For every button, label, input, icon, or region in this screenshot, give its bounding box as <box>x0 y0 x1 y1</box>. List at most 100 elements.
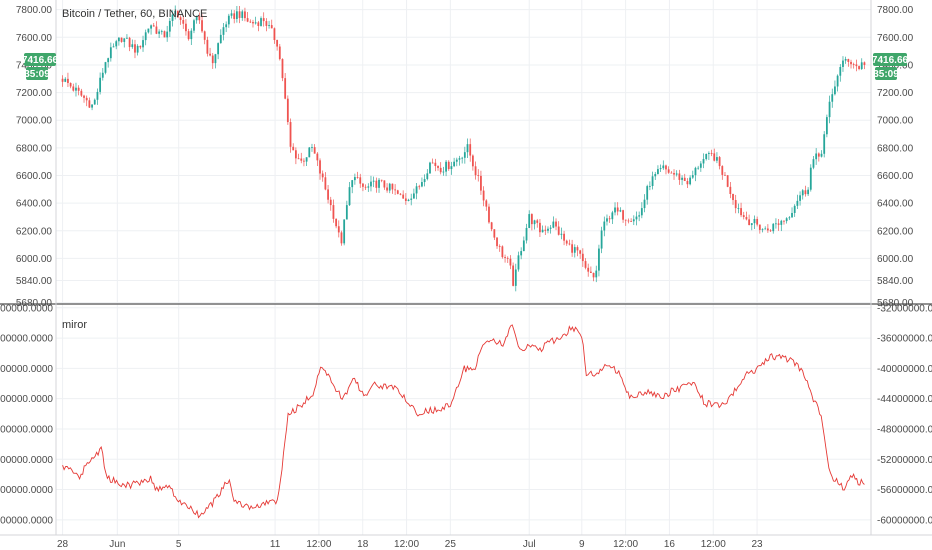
candle-body <box>447 161 450 170</box>
price-tick-label-right: 7000.00 <box>877 116 914 127</box>
candle-body <box>238 11 241 18</box>
candle-body <box>632 219 635 222</box>
candle-body <box>380 179 383 181</box>
candle-body <box>702 159 705 164</box>
candle-body <box>217 43 220 55</box>
candle-body <box>399 193 402 195</box>
candle-body <box>665 165 667 170</box>
price-tick-label-right: 6200.00 <box>877 226 914 237</box>
candle-body <box>126 37 128 39</box>
candle-body <box>206 39 209 54</box>
price-tick-label-right: 6600.00 <box>877 171 914 182</box>
mirror-indicator-series <box>62 324 865 519</box>
candle-body <box>91 104 93 108</box>
candle-body <box>514 269 517 286</box>
candle-body <box>619 210 622 212</box>
candle-body <box>64 78 67 82</box>
candle-body <box>742 215 745 217</box>
candle-body <box>367 186 370 188</box>
price-tick-label-right: 7200.00 <box>877 88 914 99</box>
price-candles <box>61 5 866 292</box>
candle-body <box>852 64 855 65</box>
candle-body <box>442 171 445 173</box>
candle-body <box>115 41 118 47</box>
candle-body <box>490 222 493 230</box>
indicator-gridlines <box>56 307 871 521</box>
candle-body <box>603 221 606 231</box>
price-axis-right[interactable]: 5680.00 5840.00 6000.00 6200.00 6400.00 6600.… <box>877 5 914 309</box>
candle-body <box>772 223 775 232</box>
candle-body <box>294 150 297 159</box>
candle-body <box>724 174 726 176</box>
candle-body <box>273 28 276 40</box>
candle-body <box>284 78 287 99</box>
candle-body <box>201 20 203 32</box>
candle-body <box>657 169 659 175</box>
candle-body <box>311 147 313 148</box>
candle-body <box>793 205 796 213</box>
candle-body <box>426 173 429 180</box>
time-axis[interactable]: 28 Jun 5 11 12:00 18 12:00 25 Jul 9 12:00 16 12:00 23 <box>57 539 763 550</box>
indicator-axis-right[interactable]: -32000000.0000 -36000000.0000 -40000000.00… <box>877 303 932 526</box>
candle-body <box>584 261 587 268</box>
indicator-tick-label-right: -48000000.0000 <box>877 424 932 435</box>
candle-body <box>112 46 115 48</box>
candle-body <box>348 187 351 206</box>
price-tick-label-left: 6200.00 <box>16 226 53 237</box>
candle-body <box>219 34 222 44</box>
candle-body <box>796 200 799 206</box>
price-axis-left[interactable]: 5680.00 5840.00 6000.00 6200.00 6400.00 6600.… <box>16 5 53 309</box>
candle-body <box>820 153 823 157</box>
candle-body <box>734 200 737 209</box>
candle-body <box>423 179 426 183</box>
price-tick-label-left: 7200.00 <box>16 88 53 99</box>
candle-body <box>557 226 560 235</box>
indicator-tick-label-right: -32000000.0000 <box>877 303 932 314</box>
candle-body <box>842 60 844 67</box>
time-tick-label: 5 <box>176 539 182 550</box>
candle-body <box>775 223 777 225</box>
candle-body <box>286 98 289 123</box>
candle-body <box>262 18 265 22</box>
candle-body <box>471 155 474 167</box>
candle-body <box>780 220 783 225</box>
candle-body <box>791 212 793 218</box>
candle-body <box>209 53 211 56</box>
candle-body <box>745 216 748 220</box>
candle-body <box>437 166 439 168</box>
candle-body <box>707 153 710 155</box>
candle-body <box>241 11 244 18</box>
candle-body <box>579 250 582 254</box>
candle-body <box>292 146 295 151</box>
indicator-axis-left[interactable]: -32000000.0000 -36000000.0000 -40000000.00… <box>0 303 53 526</box>
candle-body <box>150 25 152 29</box>
candle-body <box>858 66 860 69</box>
indicator-tick-label-left: -52000000.0000 <box>0 455 53 466</box>
candle-body <box>839 66 842 76</box>
candle-body <box>630 221 633 222</box>
candle-body <box>544 229 547 231</box>
candle-body <box>847 59 850 62</box>
candle-body <box>410 198 413 200</box>
candle-body <box>300 158 303 161</box>
candle-body <box>270 25 273 29</box>
price-tick-label-right: 6800.00 <box>877 143 914 154</box>
candle-body <box>75 87 77 91</box>
candle-body <box>777 223 780 225</box>
candle-body <box>568 243 571 245</box>
price-tick-label-left: 7600.00 <box>16 33 53 44</box>
candle-body <box>244 11 246 19</box>
candle-body <box>600 230 603 249</box>
indicator-tick-label-left: -60000000.0000 <box>0 515 53 526</box>
mirror-indicator-line <box>62 324 865 519</box>
candle-body <box>718 157 721 167</box>
candle-body <box>303 160 305 162</box>
candle-body <box>713 153 716 161</box>
candle-body <box>480 175 482 191</box>
candle-body <box>809 167 812 190</box>
candle-body <box>536 220 539 223</box>
candle-body <box>233 13 236 19</box>
price-tick-label-left: 5840.00 <box>16 276 53 287</box>
indicator-tick-label-right: -44000000.0000 <box>877 394 932 405</box>
price-tick-label-right: 5840.00 <box>877 276 914 287</box>
